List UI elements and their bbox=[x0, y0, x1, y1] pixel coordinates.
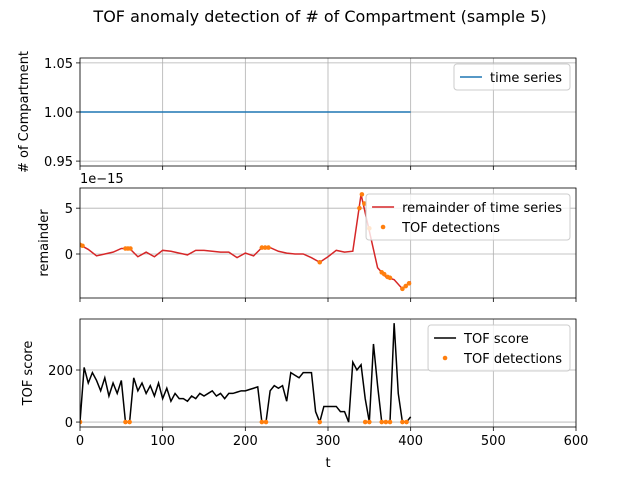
legend-box bbox=[365, 193, 571, 241]
x-tick-label: 0 bbox=[76, 434, 84, 449]
y-tick-label: 200 bbox=[48, 364, 73, 379]
detection-point bbox=[383, 419, 389, 425]
legend-label: time series bbox=[490, 71, 562, 86]
y-tick-label: 1.05 bbox=[44, 57, 73, 72]
detection-point bbox=[357, 205, 362, 211]
legend-box bbox=[453, 63, 571, 91]
detection-point bbox=[123, 419, 128, 425]
y-tick-label: 0.95 bbox=[44, 155, 73, 170]
legend: TOF score TOF detections bbox=[427, 324, 571, 372]
series-line bbox=[80, 323, 412, 425]
detection-point bbox=[317, 259, 323, 265]
x-tick-label: 300 bbox=[316, 434, 341, 449]
detection-point bbox=[379, 419, 385, 425]
detection-point bbox=[400, 286, 405, 292]
detection-point bbox=[403, 283, 409, 289]
series-line bbox=[80, 194, 412, 290]
axes-frame bbox=[79, 57, 577, 167]
detection-point bbox=[362, 419, 368, 425]
legend-label: remainder of time series bbox=[402, 201, 562, 216]
legend-label: TOF detections bbox=[401, 221, 500, 236]
detection-point bbox=[387, 275, 393, 281]
detection-point bbox=[317, 419, 323, 425]
axes-frame bbox=[79, 318, 577, 428]
detection-point bbox=[362, 201, 367, 206]
subplot: 0.95 1.00 1.05 # of Compartment time series bbox=[17, 51, 577, 173]
detection-point bbox=[127, 419, 132, 425]
legend-swatch bbox=[380, 224, 386, 230]
detection-point bbox=[80, 419, 83, 425]
y-tick-label: 1.00 bbox=[44, 106, 73, 121]
y-axis-label: # of Compartment bbox=[17, 51, 32, 173]
subplot: 0 100 200 300 400 500 600 0 200 TOF score t TOF sco… bbox=[21, 318, 589, 471]
legend: remainder of time series TOF detections bbox=[365, 193, 571, 241]
detection-point bbox=[266, 245, 271, 250]
y-tick-label: 5 bbox=[65, 202, 73, 217]
detection-point bbox=[359, 192, 365, 197]
legend-label: TOF score bbox=[463, 332, 529, 347]
y-tick-label: 0 bbox=[65, 416, 73, 431]
detection-point bbox=[80, 243, 85, 249]
detection-point bbox=[404, 419, 409, 425]
x-axis-label: t bbox=[325, 456, 330, 471]
legend-label: TOF detections bbox=[463, 352, 562, 367]
legend: time series bbox=[453, 63, 571, 91]
x-tick-label: 400 bbox=[398, 434, 423, 449]
detection-point bbox=[400, 419, 405, 425]
legend-swatch bbox=[442, 355, 448, 361]
subplot: 0 5 remainder 1e−15 remainder of time series… bbox=[37, 172, 577, 302]
figure-title: TOF anomaly detection of # of Compartmen… bbox=[92, 7, 546, 26]
detection-point bbox=[259, 419, 265, 425]
y-axis-label: TOF score bbox=[21, 341, 36, 407]
axes-frame bbox=[79, 187, 577, 299]
detection-point bbox=[259, 245, 265, 250]
y-tick-label: 0 bbox=[65, 248, 73, 263]
detection-point bbox=[367, 419, 372, 425]
x-tick-label: 500 bbox=[481, 434, 506, 449]
detection-point bbox=[263, 419, 269, 425]
x-tick-label: 600 bbox=[564, 434, 589, 449]
detection-point bbox=[406, 281, 412, 286]
y-axis-label: remainder bbox=[37, 209, 52, 277]
x-tick-label: 200 bbox=[233, 434, 258, 449]
detection-point bbox=[381, 271, 387, 277]
x-tick-label: 100 bbox=[150, 434, 175, 449]
legend-box bbox=[427, 324, 571, 372]
y-offset-label: 1e−15 bbox=[80, 172, 124, 187]
detection-point bbox=[128, 246, 133, 251]
detection-point bbox=[387, 419, 393, 425]
detection-point bbox=[262, 245, 268, 250]
